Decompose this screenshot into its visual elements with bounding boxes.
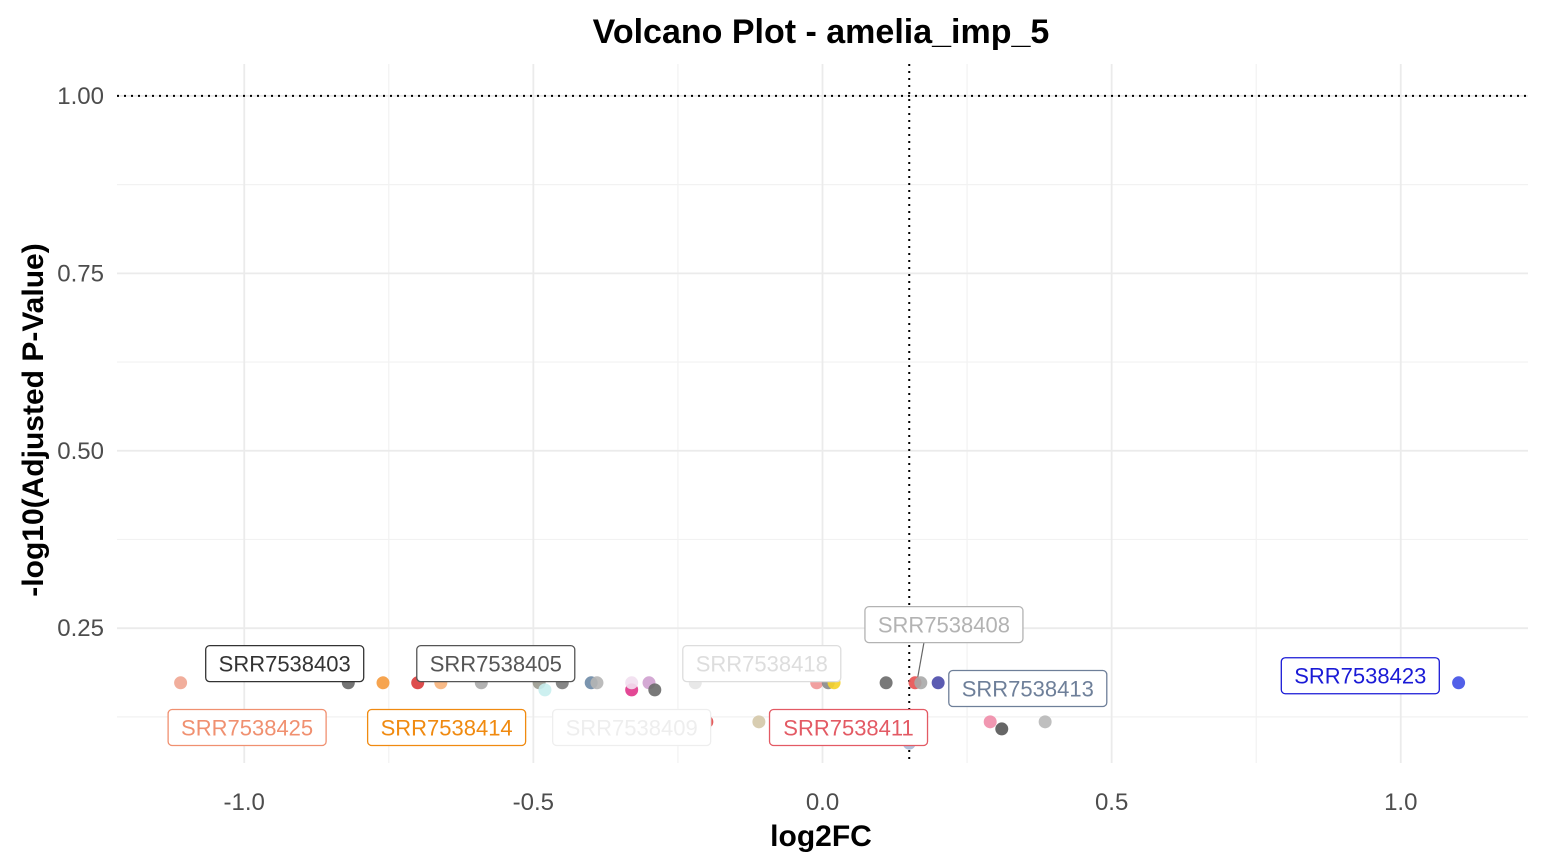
point-label: SRR7538423: [1280, 657, 1440, 695]
x-tick-label: 1.0: [1384, 789, 1417, 816]
point-label-text: SRR7538409: [566, 716, 698, 741]
point-label: SRR7538418: [682, 644, 842, 683]
x-axis-title: log2FC: [770, 820, 872, 853]
point-label-text: SRR7538403: [219, 652, 351, 677]
data-point: [752, 715, 766, 729]
point-label-box: [768, 708, 929, 747]
point-label: SRR7538413: [948, 669, 1108, 708]
data-point: [625, 676, 639, 690]
point-label-box: [864, 605, 1024, 644]
data-point: [590, 676, 604, 690]
label-connector-line: [916, 642, 925, 683]
label-connectors: [916, 642, 925, 683]
point-label-box: [948, 669, 1108, 708]
data-point: [879, 676, 893, 690]
data-point: [931, 676, 945, 690]
x-tick-label: -0.5: [513, 789, 554, 816]
point-label: SRR7538409: [552, 708, 712, 747]
x-tick-label: 0.0: [806, 789, 839, 816]
point-label-text: SRR7538425: [181, 716, 313, 741]
data-point: [376, 676, 390, 690]
point-label-text: SRR7538414: [381, 716, 513, 741]
point-label-text: SRR7538405: [430, 652, 562, 677]
point-label-box: [682, 644, 842, 683]
data-point: [1038, 715, 1052, 729]
point-label-text: SRR7538423: [1294, 664, 1426, 689]
point-label: SRR7538414: [366, 708, 527, 747]
y-tick-label: 1.00: [57, 83, 104, 110]
data-point: [538, 683, 552, 697]
point-label-box: [1280, 657, 1440, 695]
point-label-text: SRR7538408: [878, 613, 1010, 638]
x-tick-label: -1.0: [224, 789, 265, 816]
data-point: [1452, 676, 1466, 690]
reference-lines: [117, 64, 1528, 763]
point-label: SRR7538408: [864, 605, 1024, 644]
y-axis-ticks: 0.25 0.50 0.75 1.00: [57, 83, 104, 642]
point-label-text: SRR7538418: [696, 652, 828, 677]
point-labels: SRR7538403 SRR7538405 SRR7538418 SRR7538408…: [167, 605, 1440, 747]
x-tick-label: 0.5: [1095, 789, 1128, 816]
point-label: SRR7538425: [167, 708, 327, 747]
point-label-text: SRR7538413: [962, 676, 1094, 701]
data-point: [914, 676, 928, 690]
data-point: [174, 676, 188, 690]
point-label-box: [552, 708, 712, 747]
point-label: SRR7538405: [416, 644, 576, 683]
point-label-box: [167, 708, 327, 747]
x-axis-ticks: -1.0 -0.5 0.0 0.5 1.0: [224, 789, 1418, 816]
data-point: [995, 722, 1009, 736]
point-label-box: [416, 644, 576, 683]
data-point: [648, 683, 662, 697]
point-label-box: [366, 708, 527, 747]
point-label: SRR7538403: [205, 644, 365, 683]
y-tick-label: 0.25: [57, 615, 104, 642]
data-point: [983, 715, 997, 729]
y-tick-label: 0.50: [57, 438, 104, 465]
point-label-box: [205, 644, 365, 683]
point-label-text: SRR7538411: [783, 716, 913, 741]
point-label: SRR7538411: [768, 708, 929, 747]
chart-title: Volcano Plot - amelia_imp_5: [593, 13, 1050, 51]
y-tick-label: 0.75: [57, 260, 104, 287]
y-axis-title: -log10(Adjusted P-Value): [17, 243, 50, 596]
